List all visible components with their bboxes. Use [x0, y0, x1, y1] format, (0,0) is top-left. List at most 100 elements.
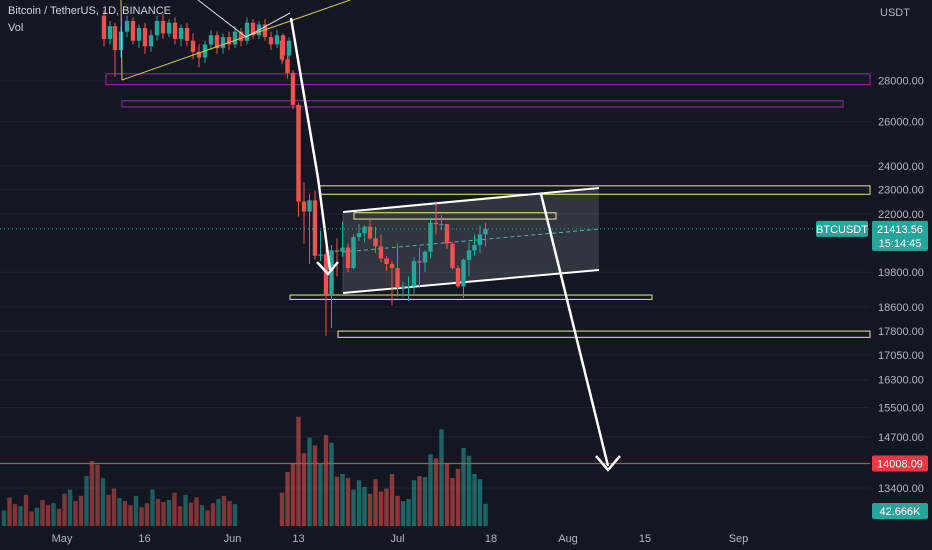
price-tick: 14700.00 [878, 432, 924, 444]
historical-candle [107, 26, 113, 39]
historical-candle [190, 40, 196, 52]
historical-candle [208, 35, 214, 45]
volume-bar [439, 429, 444, 526]
price-tick: 16300.00 [878, 375, 924, 387]
historical-candle [154, 20, 160, 36]
candle-body [285, 59, 290, 73]
volume-bar [444, 463, 450, 526]
price-tick: 26000.00 [878, 117, 924, 129]
candle-body [428, 222, 433, 252]
volume-bar [417, 476, 422, 526]
date-tick: 16 [138, 533, 150, 545]
volume-bar [285, 471, 290, 526]
historical-candle [286, 40, 292, 56]
volume-bar [477, 479, 483, 526]
volume-bar [279, 492, 285, 526]
volume-bar [7, 497, 12, 526]
volume-bar [188, 502, 194, 526]
volume-indicator-label[interactable]: Vol [8, 22, 24, 34]
volume-bar [40, 500, 45, 526]
volume-bar [100, 478, 106, 526]
candle-body [279, 40, 285, 60]
volume-tag: 42.666K [880, 506, 922, 518]
volume-bar [34, 507, 40, 526]
volume-bar [73, 501, 78, 526]
candle-body [466, 250, 472, 260]
historical-candle [238, 31, 244, 41]
historical-candle [124, 20, 130, 32]
candle-body [318, 254, 323, 256]
volume-bar [111, 488, 117, 526]
volume-bar [389, 474, 395, 526]
volume-bar [172, 492, 177, 526]
volume-bar [345, 478, 351, 526]
candle-body [477, 234, 483, 245]
candle-body [439, 224, 444, 226]
candle-body [411, 261, 417, 287]
volume-bar [433, 458, 439, 526]
volume-bar [461, 448, 466, 526]
price-axis[interactable]: USDT 28000.00 26000.00 24000.00 23000.00 2200… [878, 7, 924, 495]
volume-bar [144, 503, 150, 526]
volume-bar [340, 474, 345, 526]
purple-zone-lower [121, 100, 844, 108]
drop-arrow-head [316, 261, 339, 276]
candle-body [422, 251, 428, 263]
historical-candle [220, 37, 226, 49]
candle-body [296, 104, 301, 202]
volume-bar [51, 503, 56, 526]
volume-bar [290, 463, 296, 526]
volume-bar [232, 504, 238, 526]
candle-body [450, 243, 455, 269]
price-tick: 24000.00 [878, 161, 924, 173]
historical-candle [166, 22, 172, 34]
volume-bar [312, 445, 318, 526]
historical-candle [262, 24, 268, 38]
price-tick: 13400.00 [878, 483, 924, 495]
currency-label: USDT [880, 7, 910, 19]
channel-upper-line [342, 187, 600, 213]
price-tags: BTCUSDT 21413.56 15:14:45 14008.09 42.666K [0, 220, 928, 519]
volume-bar [221, 495, 227, 526]
time-axis[interactable]: May 16 Jun 13 Jul 18 Aug 15 Sep [52, 533, 749, 545]
price-tick: 18600.00 [878, 302, 924, 314]
price-tick: 28000.00 [878, 76, 924, 88]
volume-bar [483, 503, 488, 526]
symbol-title[interactable]: Bitcoin / TetherUS, 1D, BINANCE [8, 5, 172, 17]
candle-body [461, 259, 466, 287]
price-tick: 23000.00 [878, 184, 924, 196]
drop-arrow-shaft-1 [289, 17, 320, 179]
candle-body [329, 250, 334, 296]
volume-bar [318, 463, 323, 526]
candle-body [384, 258, 389, 264]
target-price-tag-bg [872, 455, 928, 472]
last-price-tag-bg [872, 220, 928, 251]
volume-bar [117, 497, 122, 526]
candle-body [455, 268, 461, 287]
volume-bar [205, 510, 210, 526]
historical-candle [148, 35, 154, 47]
volume-bar [155, 498, 161, 526]
historical-candle [142, 28, 148, 47]
candle-body [373, 238, 378, 247]
volume-bar [450, 478, 455, 526]
volume-bar [45, 505, 51, 526]
candle-body [345, 247, 351, 269]
historical-candle [101, 15, 107, 39]
price-tick: 19800.00 [878, 267, 924, 279]
volume-bar [177, 506, 183, 526]
rising-trendline [121, 0, 351, 81]
historical-candle [226, 37, 232, 45]
volume-bar [406, 498, 411, 526]
historical-candle [250, 22, 256, 36]
projection-arrows[interactable] [289, 17, 621, 472]
historical-candle [184, 28, 190, 41]
candle-body [444, 224, 450, 244]
symbol-tag-bg [816, 220, 868, 237]
volume-bar [23, 494, 29, 526]
volume-bar [210, 503, 216, 526]
historical-candle [130, 20, 136, 41]
candle-body [323, 254, 329, 296]
volume-bar [378, 491, 384, 526]
